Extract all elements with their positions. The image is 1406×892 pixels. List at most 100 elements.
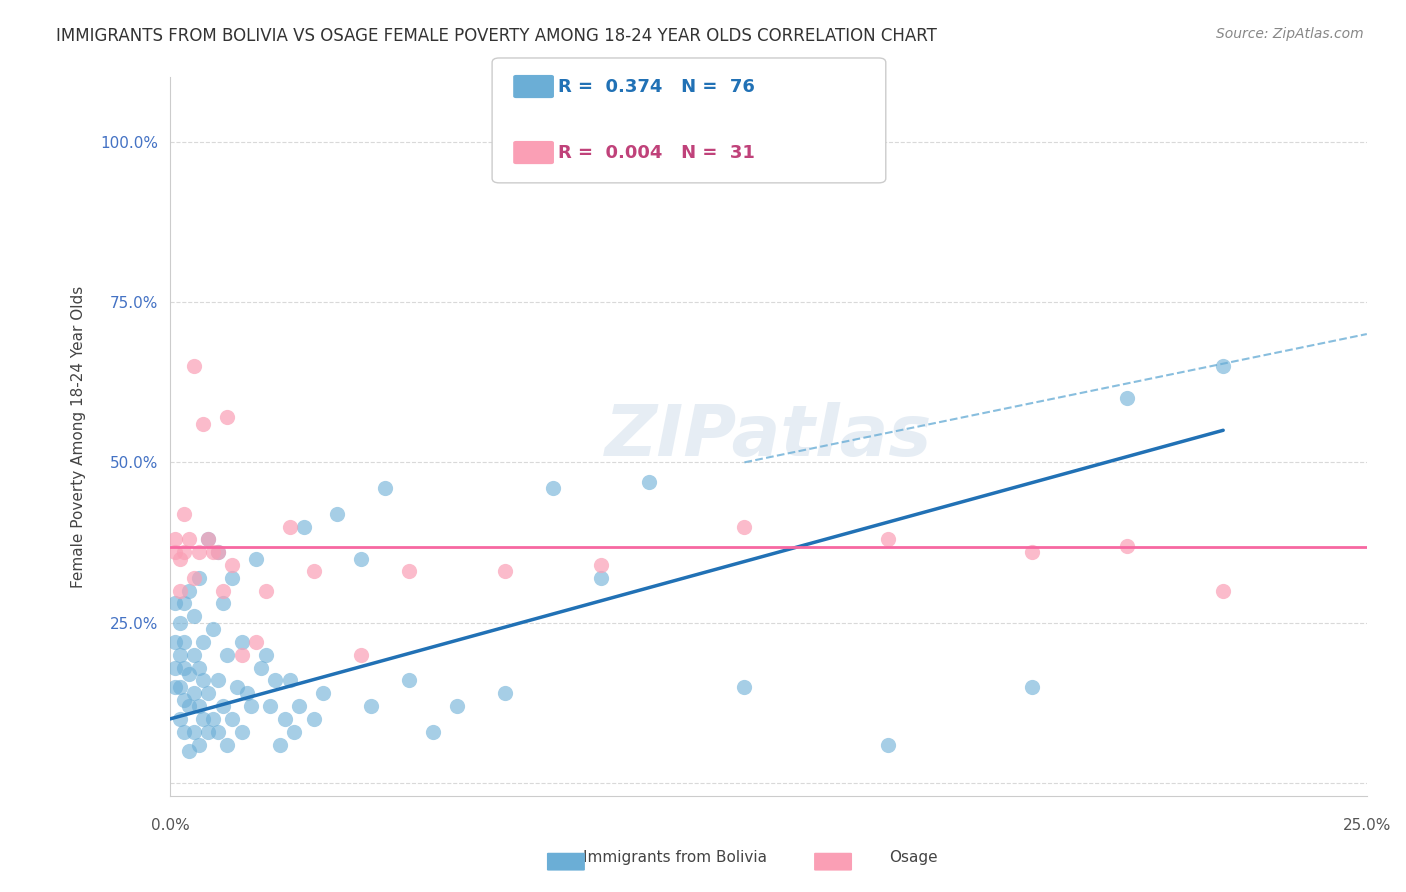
- Point: [374, 481, 396, 495]
- Point: [541, 481, 564, 495]
- Point: [202, 545, 225, 559]
- Text: R =  0.004   N =  31: R = 0.004 N = 31: [558, 144, 755, 161]
- Point: [202, 712, 225, 726]
- Point: [207, 545, 229, 559]
- Point: [278, 673, 301, 688]
- Point: [1212, 583, 1234, 598]
- Point: [637, 475, 659, 489]
- Point: [193, 635, 215, 649]
- Point: [733, 680, 755, 694]
- Point: [589, 571, 612, 585]
- Point: [274, 712, 297, 726]
- Point: [193, 712, 215, 726]
- Point: [221, 571, 243, 585]
- Point: [217, 738, 239, 752]
- Point: [163, 635, 186, 649]
- Y-axis label: Female Poverty Among 18-24 Year Olds: Female Poverty Among 18-24 Year Olds: [72, 285, 86, 588]
- Point: [283, 724, 305, 739]
- Point: [177, 533, 200, 547]
- Point: [183, 724, 205, 739]
- Point: [217, 410, 239, 425]
- Point: [187, 571, 209, 585]
- Point: [288, 699, 311, 714]
- Point: [221, 558, 243, 572]
- Point: [169, 680, 191, 694]
- Point: [278, 519, 301, 533]
- Text: 0.0%: 0.0%: [150, 818, 190, 833]
- Point: [398, 565, 420, 579]
- Point: [169, 583, 191, 598]
- Point: [183, 571, 205, 585]
- Point: [211, 583, 233, 598]
- Point: [177, 583, 200, 598]
- Point: [187, 699, 209, 714]
- Point: [183, 609, 205, 624]
- Point: [183, 686, 205, 700]
- Point: [183, 648, 205, 662]
- Point: [197, 533, 219, 547]
- Point: [589, 558, 612, 572]
- Point: [231, 635, 253, 649]
- Point: [302, 565, 325, 579]
- Point: [163, 533, 186, 547]
- Point: [1116, 391, 1139, 405]
- Text: 25.0%: 25.0%: [1343, 818, 1391, 833]
- Point: [207, 724, 229, 739]
- Point: [163, 545, 186, 559]
- Point: [302, 712, 325, 726]
- Point: [245, 635, 267, 649]
- Point: [177, 744, 200, 758]
- Point: [264, 673, 287, 688]
- Point: [312, 686, 335, 700]
- Point: [733, 519, 755, 533]
- Point: [326, 507, 349, 521]
- Point: [173, 635, 195, 649]
- Point: [197, 533, 219, 547]
- Point: [494, 686, 516, 700]
- Point: [187, 545, 209, 559]
- Point: [231, 724, 253, 739]
- Point: [202, 622, 225, 636]
- Point: [269, 738, 291, 752]
- Point: [211, 699, 233, 714]
- Point: [226, 680, 249, 694]
- Point: [169, 551, 191, 566]
- Point: [1021, 680, 1043, 694]
- Point: [877, 533, 900, 547]
- Text: R =  0.374   N =  76: R = 0.374 N = 76: [558, 78, 755, 95]
- Point: [173, 507, 195, 521]
- Text: IMMIGRANTS FROM BOLIVIA VS OSAGE FEMALE POVERTY AMONG 18-24 YEAR OLDS CORRELATIO: IMMIGRANTS FROM BOLIVIA VS OSAGE FEMALE …: [56, 27, 938, 45]
- Point: [240, 699, 263, 714]
- Point: [877, 738, 900, 752]
- Point: [231, 648, 253, 662]
- Text: Immigrants from Bolivia: Immigrants from Bolivia: [583, 850, 766, 865]
- Point: [254, 583, 277, 598]
- Point: [1116, 539, 1139, 553]
- Point: [169, 648, 191, 662]
- Point: [177, 667, 200, 681]
- Point: [292, 519, 315, 533]
- Point: [1212, 359, 1234, 373]
- Point: [187, 738, 209, 752]
- Point: [350, 648, 373, 662]
- Point: [207, 673, 229, 688]
- Point: [197, 686, 219, 700]
- Point: [177, 699, 200, 714]
- Point: [173, 660, 195, 674]
- Point: [446, 699, 468, 714]
- Point: [207, 545, 229, 559]
- Point: [360, 699, 382, 714]
- Point: [183, 359, 205, 373]
- Point: [217, 648, 239, 662]
- Text: ZIPatlas: ZIPatlas: [605, 402, 932, 471]
- Point: [250, 660, 273, 674]
- Point: [173, 545, 195, 559]
- Point: [173, 724, 195, 739]
- Point: [235, 686, 257, 700]
- Point: [163, 680, 186, 694]
- Point: [163, 660, 186, 674]
- Point: [169, 615, 191, 630]
- Point: [173, 692, 195, 706]
- Point: [494, 565, 516, 579]
- Point: [169, 712, 191, 726]
